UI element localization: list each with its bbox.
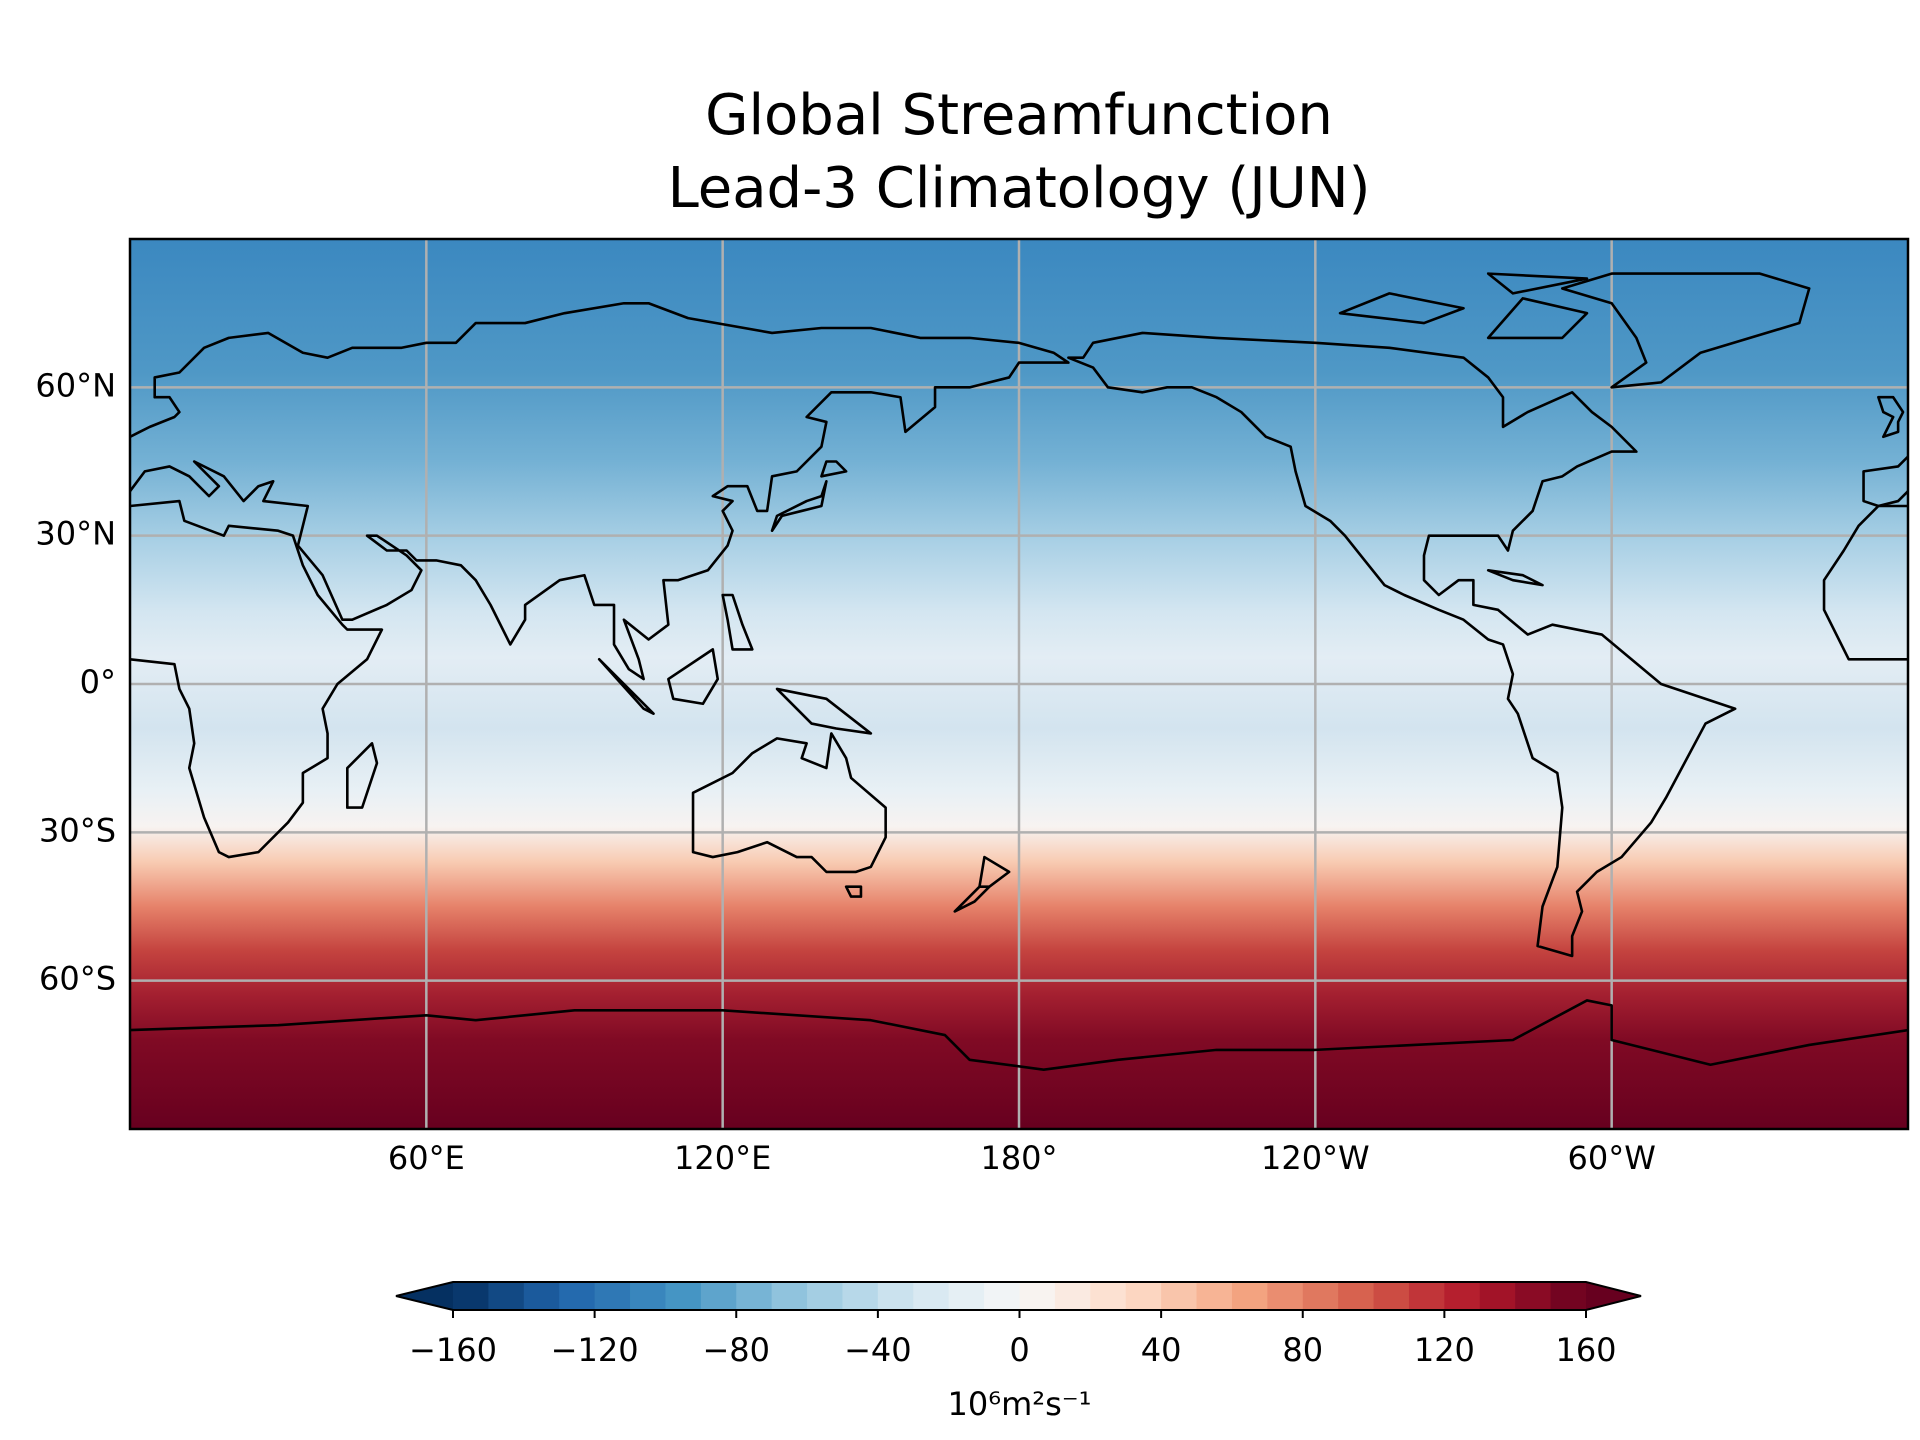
colorbar-band [488, 1282, 525, 1310]
colorbar-tick-label: 80 [1282, 1331, 1323, 1369]
title-line: Lead-3 Climatology (JUN) [668, 156, 1371, 221]
colorbar-tick-label: −80 [702, 1331, 770, 1369]
x-tick-label: 60°W [1567, 1139, 1655, 1177]
colorbar-band [1408, 1282, 1445, 1310]
colorbar-label: 10⁶m²s⁻¹ [948, 1385, 1092, 1423]
colorbar-band [807, 1282, 844, 1310]
colorbar-band [665, 1282, 702, 1310]
coast-antarctica [130, 1000, 1908, 1069]
colorbar-band [1479, 1282, 1516, 1310]
coast-cuba [1488, 570, 1542, 585]
x-tick-label: 120°E [674, 1139, 771, 1177]
coast-japan [772, 462, 846, 531]
colorbar-band [1373, 1282, 1410, 1310]
colorbar-tick-label: 160 [1555, 1331, 1616, 1369]
colorbar-band [1196, 1282, 1233, 1310]
coast-philippines [723, 595, 753, 649]
colorbar-band [1302, 1282, 1339, 1310]
coast-borneo [668, 649, 717, 703]
colorbar-band [1550, 1282, 1587, 1310]
colorbar-tick-label: −40 [844, 1331, 912, 1369]
colorbar-band [1267, 1282, 1304, 1310]
colorbar-tick-label: 0 [1009, 1331, 1029, 1369]
y-tick-label: 30°N [35, 515, 116, 553]
colorbar-extend-high [1586, 1282, 1641, 1310]
coast-africa-west [1824, 506, 1908, 659]
coast-greenland [1562, 274, 1809, 388]
title-line: Global Streamfunction [705, 83, 1333, 148]
colorbar-band [736, 1282, 773, 1310]
tick-labels: 60°E 120°E 180° 120°W 60°W 60°S 30°S 0° 30°N 60°N [35, 366, 1656, 1177]
coast-africa [130, 501, 382, 857]
coast-americas [1068, 333, 1735, 956]
coastlines [130, 274, 1908, 1070]
map-frame [128, 237, 1910, 1131]
colorbar-band [559, 1282, 596, 1310]
y-tick-label: 60°S [39, 960, 116, 998]
colorbar: −160 −120 −80 −40 0 40 80 120 160 10⁶m²s⁻¹ [395, 1281, 1642, 1423]
coast-arctic-islands [1340, 274, 1587, 338]
colorbar-band [1231, 1282, 1268, 1310]
colorbar-band [594, 1282, 631, 1310]
colorbar-band [948, 1282, 985, 1310]
coast-iberia [1864, 457, 1908, 506]
colorbar-band [453, 1282, 490, 1310]
colorbar-band [1338, 1282, 1375, 1310]
colorbar-band [771, 1282, 808, 1310]
colorbar-tick-label: 40 [1141, 1331, 1182, 1369]
coast-britain [1878, 397, 1903, 437]
colorbar-band [1090, 1282, 1127, 1310]
colorbar-tick-label: −160 [409, 1331, 497, 1369]
colorbar-tick-label: 120 [1414, 1331, 1475, 1369]
coast-madagascar [347, 743, 377, 807]
coast-eurasia [130, 303, 1068, 679]
colorbar-extend-low [396, 1282, 453, 1310]
colorbar-band [1515, 1282, 1552, 1310]
x-tick-label: 180° [980, 1139, 1057, 1177]
coast-new-guinea [777, 689, 871, 733]
colorbar-band [1125, 1282, 1162, 1310]
colorbar-tick-label: −120 [551, 1331, 639, 1369]
colorbar-band [984, 1282, 1021, 1310]
colorbar-band [842, 1282, 879, 1310]
coast-sumatra [599, 659, 653, 713]
coast-new-zealand [955, 857, 1009, 911]
colorbar-band [630, 1282, 667, 1310]
y-tick-label: 30°S [39, 811, 116, 849]
y-tick-label: 0° [80, 663, 116, 701]
colorbar-band [1161, 1282, 1198, 1310]
colorbar-band [913, 1282, 950, 1310]
coast-australia [693, 733, 886, 896]
colorbar-band [1054, 1282, 1091, 1310]
y-tick-label: 60°N [35, 366, 116, 404]
x-tick-label: 120°W [1261, 1139, 1370, 1177]
colorbar-band [877, 1282, 914, 1310]
colorbar-band [1444, 1282, 1481, 1310]
colorbar-band [523, 1282, 560, 1310]
x-tick-label: 60°E [388, 1139, 465, 1177]
colorbar-band [700, 1282, 737, 1310]
colorbar-band [1019, 1282, 1056, 1310]
